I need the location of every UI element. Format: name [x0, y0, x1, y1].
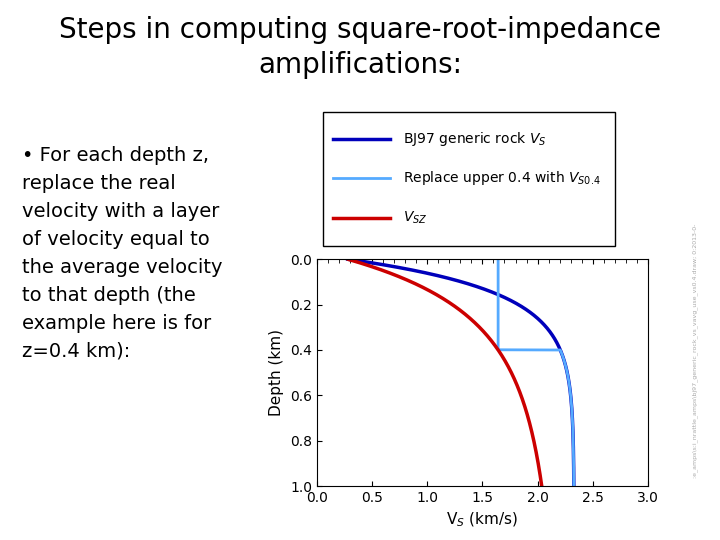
Replace upper 0.4 with $V_{S0.4}$	[494, 279, 503, 286]
$V_{SZ}$	[537, 483, 546, 489]
Replace upper 0.4 with $V_{S0.4}$	[569, 433, 577, 440]
Text: Steps in computing square-root-impedance
amplifications:: Steps in computing square-root-impedance…	[59, 16, 661, 79]
BJ97 generic rock $V_S$	[459, 279, 467, 286]
Y-axis label: Depth (km): Depth (km)	[269, 329, 284, 416]
BJ97 generic rock $V_S$	[343, 256, 352, 262]
Replace upper 0.4 with $V_{S0.4}$	[569, 437, 577, 443]
BJ97 generic rock $V_S$	[569, 437, 577, 443]
BJ97 generic rock $V_S$	[569, 433, 577, 440]
Replace upper 0.4 with $V_{S0.4}$	[568, 411, 577, 418]
$V_{SZ}$	[344, 256, 353, 262]
BJ97 generic rock $V_S$	[557, 348, 565, 354]
Text: $V_{SZ}$: $V_{SZ}$	[403, 210, 428, 226]
Replace upper 0.4 with $V_{S0.4}$	[559, 356, 568, 362]
Replace upper 0.4 with $V_{S0.4}$	[557, 348, 565, 354]
BJ97 generic rock $V_S$	[559, 356, 568, 362]
$V_{SZ}$	[534, 459, 542, 465]
BJ97 generic rock $V_S$	[568, 411, 577, 418]
$V_{SZ}$	[516, 388, 524, 395]
Line: BJ97 generic rock $V_S$: BJ97 generic rock $V_S$	[348, 259, 574, 486]
$V_{SZ}$	[523, 414, 532, 421]
FancyBboxPatch shape	[323, 112, 615, 246]
BJ97 generic rock $V_S$	[570, 483, 578, 489]
Line: Replace upper 0.4 with $V_{S0.4}$: Replace upper 0.4 with $V_{S0.4}$	[498, 259, 574, 486]
Text: Replace upper 0.4 with $V_{S0.4}$: Replace upper 0.4 with $V_{S0.4}$	[403, 169, 600, 187]
Replace upper 0.4 with $V_{S0.4}$	[570, 483, 578, 489]
Text: BJ97 generic rock $V_S$: BJ97 generic rock $V_S$	[403, 130, 546, 148]
Replace upper 0.4 with $V_{S0.4}$	[494, 256, 503, 262]
$V_{SZ}$	[530, 438, 539, 444]
Text: :e_amps\s:i_nrattle_amps\bj97_generic_rock_vs_vavg_use_vs0.4.draw; 0:2013-0-: :e_amps\s:i_nrattle_amps\bj97_generic_ro…	[692, 224, 698, 478]
Text: • For each depth z,
replace the real
velocity with a layer
of velocity equal to
: • For each depth z, replace the real vel…	[22, 146, 222, 361]
X-axis label: V$_S$ (km/s): V$_S$ (km/s)	[446, 510, 518, 529]
$V_{SZ}$	[398, 275, 407, 281]
$V_{SZ}$	[535, 464, 544, 471]
Line: $V_{SZ}$: $V_{SZ}$	[348, 259, 541, 486]
